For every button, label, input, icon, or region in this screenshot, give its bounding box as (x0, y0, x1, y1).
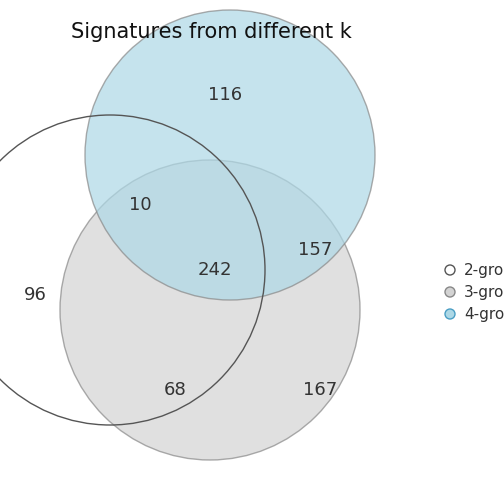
Text: 167: 167 (303, 381, 337, 399)
Text: 242: 242 (198, 261, 232, 279)
Text: 96: 96 (24, 286, 46, 304)
Text: 10: 10 (129, 196, 151, 214)
Circle shape (60, 160, 360, 460)
Text: 3-group: 3-group (464, 284, 504, 299)
Circle shape (445, 287, 455, 297)
Text: 157: 157 (298, 241, 332, 259)
Circle shape (445, 265, 455, 275)
Text: 2-group: 2-group (464, 263, 504, 278)
Text: 4-group: 4-group (464, 306, 504, 322)
Circle shape (445, 309, 455, 319)
Text: 116: 116 (208, 86, 242, 104)
Circle shape (85, 10, 375, 300)
Text: Signatures from different k: Signatures from different k (71, 22, 352, 42)
Text: 68: 68 (164, 381, 186, 399)
